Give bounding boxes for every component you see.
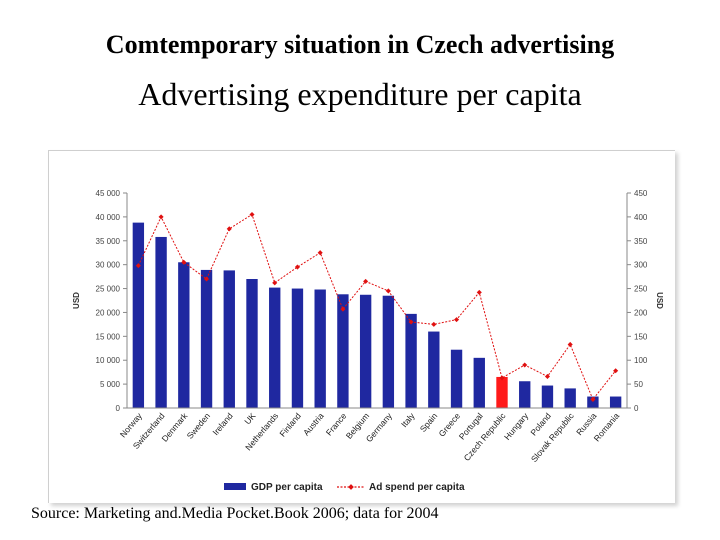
bar-gdp-per-capita — [473, 357, 485, 408]
right-axis-tick-label: 450 — [634, 189, 648, 198]
bar-gdp-per-capita — [155, 236, 167, 408]
ad-spend-point — [499, 375, 505, 381]
bar-gdp-per-capita — [337, 294, 349, 408]
right-axis-tick-label: 150 — [634, 332, 648, 341]
right-axis-tick-label: 250 — [634, 285, 648, 294]
category-label: Sweden — [185, 411, 213, 441]
legend-swatch-gdp — [224, 483, 246, 490]
right-axis-tick-label: 400 — [634, 213, 648, 222]
left-axis-tick-label: 5 000 — [100, 380, 121, 389]
legend-swatch-ad-spend-marker — [348, 484, 354, 490]
source-note: Source: Marketing and.Media Pocket.Book … — [31, 505, 439, 522]
bar-gdp-per-capita — [564, 388, 576, 408]
left-axis-tick-label: 45 000 — [96, 189, 121, 198]
category-label: Finland — [277, 411, 303, 439]
bar-gdp-per-capita — [314, 289, 326, 408]
right-axis-tick-label: 50 — [634, 380, 643, 389]
page-subtitle: Advertising expenditure per capita — [138, 76, 582, 112]
ad-spend-point — [249, 211, 255, 218]
bar-gdp-per-capita — [178, 262, 190, 408]
bar-gdp-per-capita — [359, 294, 372, 408]
right-axis-tick-label: 300 — [634, 261, 648, 270]
chart-svg: 0 5 000 10 000 15 000 20 000 25 000 30 000 35 0… — [72, 189, 664, 493]
left-axis-title: USD — [72, 292, 81, 309]
left-axis-tick-label: 0 — [116, 404, 121, 413]
ad-spend-point — [522, 362, 528, 368]
bar-gdp-per-capita — [587, 396, 599, 408]
ad-spend-point — [158, 214, 164, 220]
left-axis-tick-label: 25 000 — [96, 285, 121, 294]
bar-gdp-per-capita — [496, 376, 508, 408]
ad-spend-point — [294, 264, 301, 270]
left-axis-tick-label: 15 000 — [96, 332, 121, 341]
bar-gdp-per-capita — [223, 270, 235, 408]
bar-gdp-per-capita — [450, 349, 463, 408]
bar-gdp-per-capita — [132, 222, 145, 408]
category-label: Spain — [418, 411, 440, 434]
ad-spend-point — [567, 341, 573, 348]
category-label: Italy — [399, 410, 417, 429]
bar-gdp-per-capita — [519, 381, 531, 408]
ad-spend-point — [476, 289, 482, 295]
chart-container: 0 5 000 10 000 15 000 20 000 25 000 30 000 35 0… — [48, 150, 675, 503]
ad-spend-point — [226, 226, 232, 232]
bar-gdp-per-capita — [428, 331, 440, 408]
bar-gdp-per-capita — [246, 279, 258, 408]
left-axis-tick-label: 35 000 — [96, 237, 121, 246]
bar-gdp-per-capita — [200, 269, 213, 408]
category-label: UK — [242, 411, 257, 427]
page-title: Comtemporary situation in Czech advertis… — [105, 30, 615, 59]
category-label: Ireland — [210, 411, 235, 438]
bar-gdp-per-capita — [405, 313, 417, 408]
right-axis-tick-label: 0 — [634, 404, 639, 413]
bar-gdp-per-capita — [382, 295, 395, 408]
bar-gdp-per-capita — [269, 287, 281, 408]
left-axis-tick-label: 40 000 — [96, 213, 121, 222]
bar-gdp-per-capita — [291, 288, 304, 408]
ad-spend-point — [203, 276, 210, 282]
ad-spend-point — [317, 250, 323, 256]
ad-spend-point — [181, 259, 187, 265]
legend-label-ad-spend: Ad spend per capita — [369, 482, 465, 493]
right-axis-tick-label: 200 — [634, 308, 648, 317]
category-label: Austria — [301, 411, 326, 438]
bar-gdp-per-capita — [541, 385, 554, 408]
left-axis-tick-label: 30 000 — [96, 261, 121, 270]
left-axis-tick-label: 10 000 — [96, 356, 121, 365]
right-axis-title: USD — [655, 292, 664, 309]
left-axis-tick-label: 20 000 — [96, 308, 121, 317]
category-label: Hungary — [502, 410, 531, 442]
legend-label-gdp: GDP per capita — [251, 482, 323, 493]
bar-gdp-per-capita — [609, 396, 622, 408]
ad-spend-point — [431, 321, 437, 327]
right-axis-tick-label: 100 — [634, 356, 648, 365]
ad-spend-point — [385, 288, 391, 294]
ad-spend-point — [272, 280, 278, 286]
right-axis-tick-label: 350 — [634, 237, 648, 246]
